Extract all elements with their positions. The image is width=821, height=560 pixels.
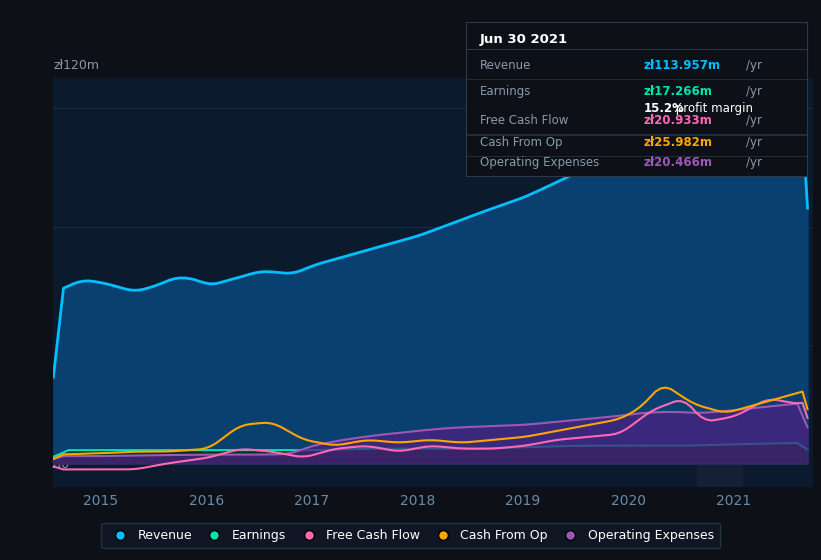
- Text: Earnings: Earnings: [480, 85, 531, 98]
- Text: zł25.982m: zł25.982m: [644, 136, 713, 149]
- Text: Cash From Op: Cash From Op: [480, 136, 562, 149]
- Text: 15.2%: 15.2%: [644, 102, 685, 115]
- Text: Free Cash Flow: Free Cash Flow: [480, 114, 568, 128]
- Text: /yr: /yr: [745, 59, 762, 72]
- Text: zł120m: zł120m: [53, 59, 99, 72]
- Bar: [697, 78, 742, 487]
- Text: Jun 30 2021: Jun 30 2021: [480, 33, 568, 46]
- Text: zł0: zł0: [52, 458, 70, 471]
- Text: zł20.933m: zł20.933m: [644, 114, 713, 128]
- Text: /yr: /yr: [745, 136, 762, 149]
- Text: zł17.266m: zł17.266m: [644, 85, 713, 98]
- Text: Operating Expenses: Operating Expenses: [480, 156, 599, 169]
- Text: zł20.466m: zł20.466m: [644, 156, 713, 169]
- Text: Revenue: Revenue: [480, 59, 531, 72]
- Text: zł113.957m: zł113.957m: [644, 59, 721, 72]
- Legend: Revenue, Earnings, Free Cash Flow, Cash From Op, Operating Expenses: Revenue, Earnings, Free Cash Flow, Cash …: [101, 522, 720, 548]
- Text: profit margin: profit margin: [672, 102, 754, 115]
- Text: /yr: /yr: [745, 114, 762, 128]
- Text: /yr: /yr: [745, 85, 762, 98]
- Text: /yr: /yr: [745, 156, 762, 169]
